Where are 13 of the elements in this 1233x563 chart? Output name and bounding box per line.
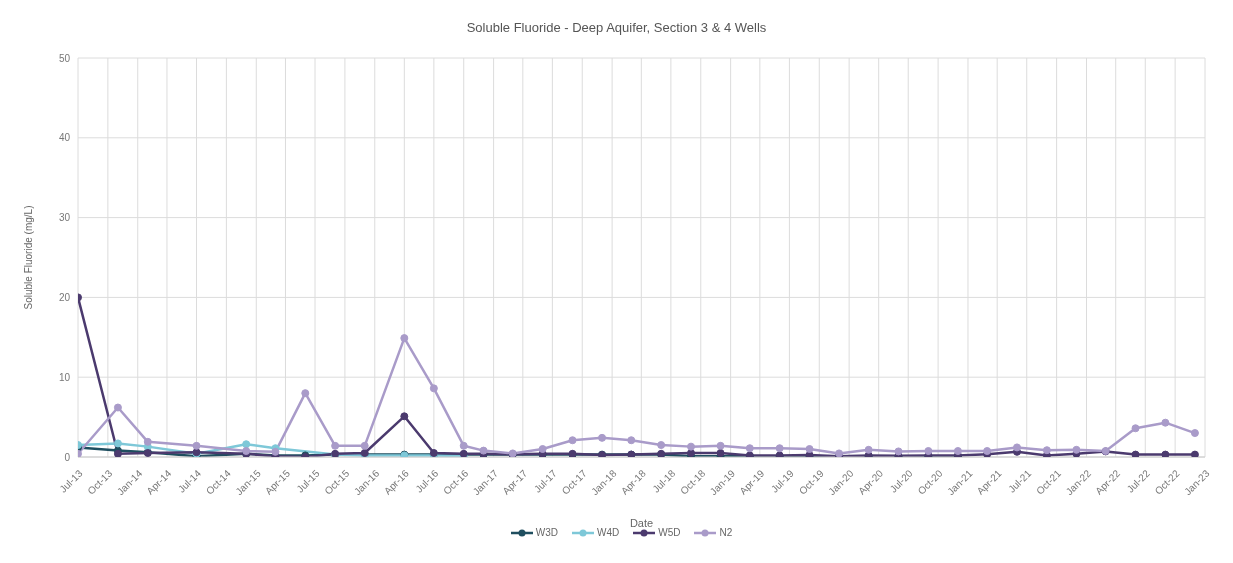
y-tick-label: 20 xyxy=(58,291,71,303)
legend-label: W5D xyxy=(658,527,681,538)
x-axis-title: Date xyxy=(629,517,654,529)
y-axis-title: Soluble Fluoride (mg/L) xyxy=(22,205,34,310)
legend-label: W3D xyxy=(534,527,558,538)
y-tick-label: 40 xyxy=(58,132,71,144)
y-tick-label: 10 xyxy=(58,371,71,383)
chart-title: Soluble Fluoride - Deep Aquifer, Section 3 & 4 Wells xyxy=(465,19,768,37)
y-tick-label: 50 xyxy=(58,52,71,64)
y-tick-label: 0 xyxy=(64,451,71,463)
legend-label: W4D xyxy=(596,527,620,538)
y-tick-label: 30 xyxy=(58,212,71,224)
legend-label: N2 xyxy=(718,527,733,538)
